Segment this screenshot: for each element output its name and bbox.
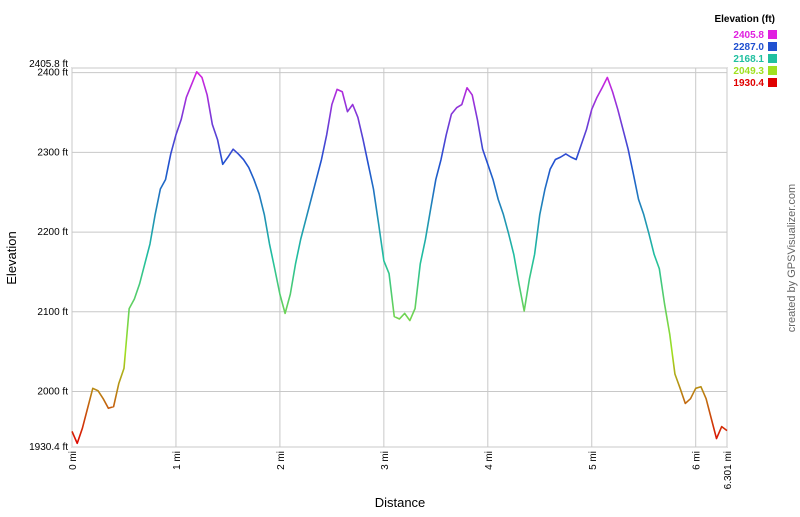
y-axis-title: Elevation [4,231,19,284]
legend-label: 2405.8 [733,30,764,41]
y-tick-label: 2405.8 ft [29,59,68,70]
x-tick-label: 3 mi [380,451,391,470]
legend-swatch [768,78,777,87]
plot-frame [71,67,728,448]
legend-swatch [768,30,777,39]
credit: created by GPSVisualizer.com [786,184,798,332]
elevation-line [71,71,728,445]
legend-label: 2287.0 [733,42,764,53]
x-tick-label: 0 mi [68,451,79,470]
x-tick-label: 1 mi [172,451,183,470]
y-tick-label: 2300 ft [37,147,68,158]
legend-swatch [768,54,777,63]
x-axis-title: Distance [375,495,426,510]
x-tick-label: 6 mi [692,451,703,470]
legend-swatch [768,42,777,51]
y-tick-label: 2000 ft [37,387,68,398]
legend-label: 1930.4 [733,78,764,89]
y-tick-label: 2100 ft [37,307,68,318]
x-tick-label: 2 mi [276,451,287,470]
y-tick-label: 1930.4 ft [29,442,68,453]
legend-swatch [768,66,777,75]
legend-label: 2049.3 [733,66,764,77]
y-tick-label: 2200 ft [37,227,68,238]
y-tick-label: 2400 ft [37,68,68,79]
x-tick-label: 4 mi [484,451,495,470]
legend-title: Elevation (ft) [714,14,775,25]
legend-label: 2168.1 [733,54,764,65]
x-tick-label: 5 mi [588,451,599,470]
x-tick-label: 6.301 mi [723,451,734,489]
